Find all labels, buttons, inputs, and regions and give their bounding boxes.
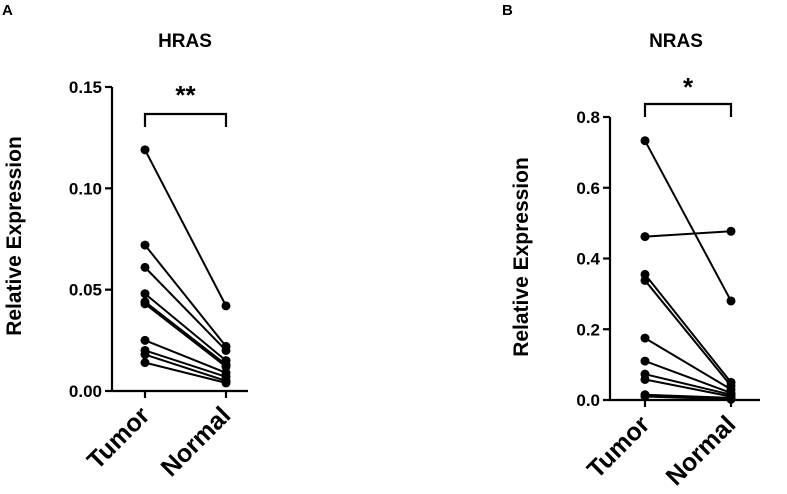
panel-a-title: HRAS <box>158 31 212 52</box>
tumor-point <box>640 391 650 401</box>
y-tick-label: 0.10 <box>69 179 102 198</box>
panel-b: B NRAS Relative Expression 0.00.20.40.60… <box>502 2 760 491</box>
paired-line <box>644 378 732 398</box>
paired-line <box>144 244 227 348</box>
significance-label: ** <box>175 80 196 110</box>
y-tick-label: 0.4 <box>576 250 600 269</box>
panel-a: A HRAS Relative Expression 0.000.050.100… <box>2 2 248 482</box>
y-tick-label: 0.0 <box>576 391 600 410</box>
y-tick-label: 0.00 <box>69 382 102 401</box>
tumor-point <box>140 299 150 309</box>
paired-line <box>144 361 227 384</box>
tumor-point <box>640 356 650 366</box>
normal-point <box>221 301 231 311</box>
paired-line <box>144 353 227 382</box>
paired-line <box>144 301 227 366</box>
normal-point <box>726 296 736 306</box>
paired-line <box>144 292 227 362</box>
y-tick-label: 0.6 <box>576 179 600 198</box>
panel-a-letter: A <box>2 2 13 19</box>
paired-line <box>644 373 732 396</box>
paired-line <box>644 360 732 394</box>
y-tick-label: 0.2 <box>576 320 600 339</box>
significance-label: * <box>683 72 694 102</box>
normal-point <box>726 226 736 236</box>
panel-a-plot: 0.00 0.05 0.10 0.15 Tumor Normal ** <box>69 78 248 482</box>
paired-line <box>144 149 227 307</box>
tumor-point <box>640 374 650 384</box>
tumor-point <box>640 333 650 343</box>
significance-bracket <box>143 112 228 127</box>
tumor-point <box>140 262 150 272</box>
paired-line <box>644 140 732 302</box>
paired-line <box>644 279 732 387</box>
panel-b-letter: B <box>502 2 513 19</box>
paired-line <box>644 393 732 399</box>
normal-point <box>221 378 231 388</box>
x-category-label-normal: Normal <box>661 410 742 491</box>
tumor-point <box>140 145 150 155</box>
panel-b-y-axis-label: Relative Expression <box>510 157 533 357</box>
panel-b-title: NRAS <box>649 31 703 52</box>
x-category-label-tumor: Tumor <box>82 401 156 475</box>
tumor-point <box>640 275 650 285</box>
significance-bracket <box>643 102 733 117</box>
paired-line <box>144 349 227 378</box>
panel-a-y-axis-label: Relative Expression <box>3 136 26 336</box>
tumor-point <box>640 232 650 242</box>
tumor-point <box>640 136 650 146</box>
y-tick-label: 0.8 <box>576 108 600 127</box>
paired-line <box>644 273 732 383</box>
y-tick-label: 0.15 <box>69 78 102 97</box>
tumor-point <box>140 335 150 345</box>
panel-b-plot: 0.0 0.2 0.4 0.6 0.8 Tumor Normal * <box>576 72 760 491</box>
paired-line <box>644 395 732 401</box>
paired-line <box>644 230 732 238</box>
paired-line <box>644 337 732 391</box>
tumor-point <box>140 350 150 360</box>
tumor-point <box>140 358 150 368</box>
tumor-point <box>140 240 150 250</box>
x-category-label-tumor: Tumor <box>582 410 656 484</box>
tumor-point <box>140 289 150 299</box>
normal-point <box>726 394 736 404</box>
normal-point <box>221 345 231 355</box>
x-category-label-normal: Normal <box>156 401 237 482</box>
y-tick-label: 0.05 <box>69 281 102 300</box>
paired-line <box>144 303 227 368</box>
paired-line <box>144 266 227 352</box>
paired-line <box>144 339 227 374</box>
